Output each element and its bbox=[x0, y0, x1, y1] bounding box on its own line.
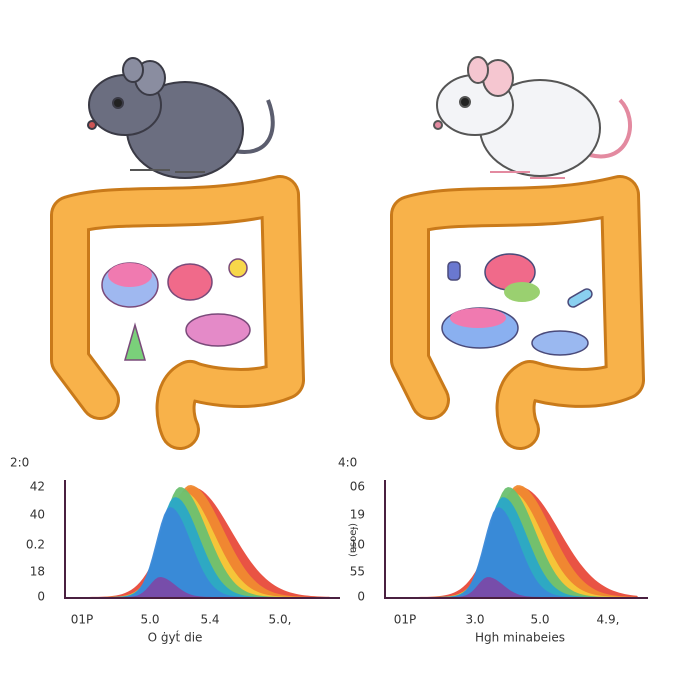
left-colon bbox=[50, 175, 305, 450]
y-label: 19 bbox=[350, 508, 365, 522]
peak-layer bbox=[65, 497, 330, 597]
x-label: 5.4 bbox=[200, 613, 219, 627]
caption: Hgh minabeies bbox=[475, 631, 565, 645]
x-label: 3.0 bbox=[465, 613, 484, 627]
y-label: 0.2 bbox=[26, 538, 45, 552]
x-label: 01P bbox=[394, 613, 417, 627]
grey-mouse bbox=[87, 57, 275, 179]
right-colon bbox=[390, 175, 645, 450]
right-plot: 4:0 06 19 10 55 0 01P 3.0 5.0 4.9, Hgh minabeies (ɐ… bbox=[338, 456, 648, 645]
caption: O ġyt́ die bbox=[148, 630, 203, 644]
left-microbes bbox=[101, 258, 251, 361]
y-label: 10 bbox=[350, 538, 365, 552]
x-label: 01P bbox=[71, 613, 94, 627]
y-label: 4:0 bbox=[338, 456, 357, 470]
peak-layer bbox=[385, 577, 638, 597]
y-label: 2:0 bbox=[10, 456, 29, 470]
y-label: 06 bbox=[350, 480, 365, 494]
x-label: 5.0, bbox=[269, 613, 292, 627]
white-mouse bbox=[433, 56, 632, 179]
peak-layer bbox=[385, 507, 638, 597]
peak-layer bbox=[65, 507, 330, 597]
y-label: 0 bbox=[37, 590, 45, 604]
left-plot: 2:042 40 0.2 18 0 01P 5.0 5.4 5.0, O ġyt́ die bbox=[10, 456, 340, 645]
y-axis-title: (ɐsoeɟ) bbox=[348, 523, 359, 557]
y-label: 42 bbox=[30, 480, 45, 494]
axis bbox=[64, 480, 340, 599]
x-label: 5.0 bbox=[530, 613, 549, 627]
y-label: 0 bbox=[357, 590, 365, 604]
y-label: 55 bbox=[350, 565, 365, 579]
y-label: 18 bbox=[30, 565, 45, 579]
right-microbes bbox=[441, 253, 593, 356]
axis bbox=[384, 480, 648, 599]
y-label: 40 bbox=[30, 508, 45, 522]
x-label: 4.9, bbox=[597, 613, 620, 627]
x-label: 5.0 bbox=[140, 613, 159, 627]
